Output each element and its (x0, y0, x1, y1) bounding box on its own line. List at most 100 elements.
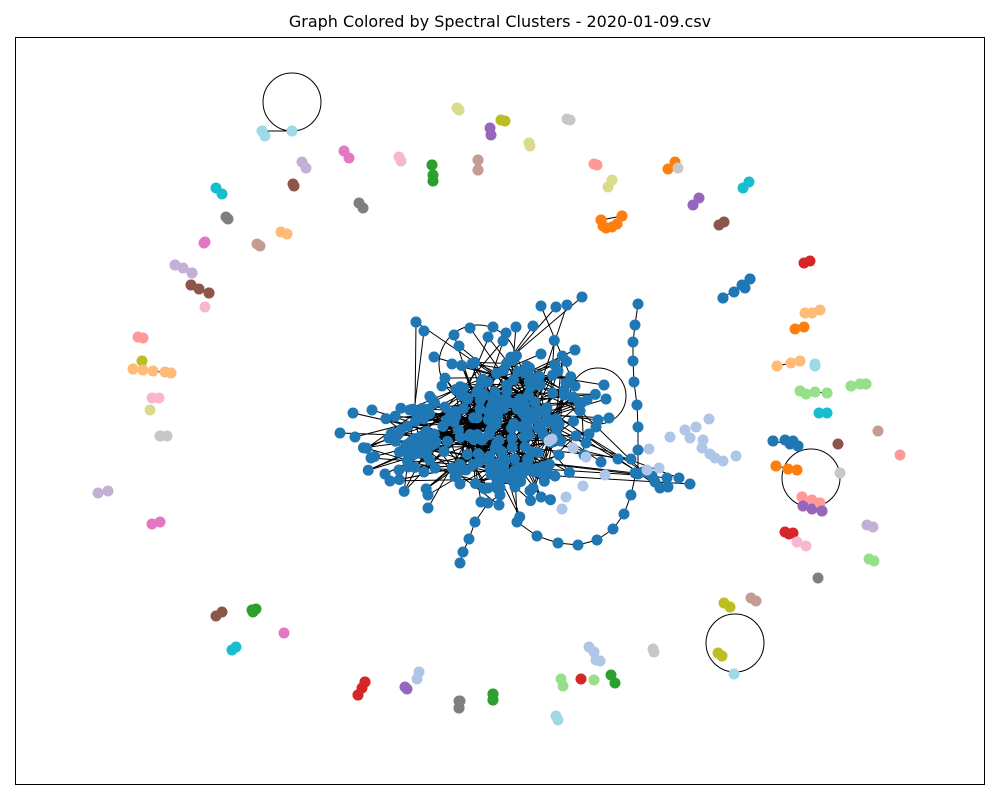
graph-node (531, 530, 543, 542)
graph-node (169, 259, 181, 271)
graph-node (230, 641, 242, 653)
graph-node (468, 412, 480, 424)
graph-node (696, 442, 708, 454)
graph-node (557, 680, 569, 692)
graph-node (428, 351, 440, 363)
graph-node (516, 468, 528, 480)
graph-node (628, 376, 640, 388)
graph-node (460, 464, 472, 476)
graph-node (523, 429, 535, 441)
graph-node (556, 503, 568, 515)
graph-node (491, 482, 503, 494)
graph-node (804, 255, 816, 267)
graph-node (556, 350, 568, 362)
graph-node (800, 540, 812, 552)
graph-node (475, 496, 487, 508)
graph-node (845, 380, 857, 392)
graph-node (525, 495, 537, 507)
graph-node (384, 475, 396, 487)
graph-node (450, 411, 462, 423)
graph-node (390, 435, 402, 447)
graph-node (544, 494, 556, 506)
graph-node (485, 129, 497, 141)
graph-node (583, 428, 595, 440)
graph-node (410, 316, 422, 328)
graph-node (561, 299, 573, 311)
graph-node (589, 388, 601, 400)
graph-node (469, 516, 481, 528)
graph-node (147, 365, 159, 377)
graph-node (510, 350, 522, 362)
graph-node (627, 355, 639, 367)
graph-node (794, 355, 806, 367)
graph-node (782, 463, 794, 475)
graph-node (493, 499, 505, 511)
graph-node (872, 425, 884, 437)
graph-node (453, 702, 465, 714)
graph-node (487, 394, 499, 406)
graph-node (426, 159, 438, 171)
graph-node (693, 192, 705, 204)
graph-node (476, 434, 488, 446)
graph-node (627, 336, 639, 348)
graph-node (281, 228, 293, 240)
graph-node (495, 394, 507, 406)
graph-node (446, 358, 458, 370)
graph-node (482, 482, 494, 494)
graph-node (216, 188, 228, 200)
graph-node (724, 601, 736, 613)
graph-node (770, 460, 782, 472)
graph-node (441, 414, 453, 426)
graph-node (717, 292, 729, 304)
graph-node (484, 462, 496, 474)
graph-node (422, 502, 434, 514)
graph-node (508, 418, 520, 430)
graph-node (809, 386, 821, 398)
graph-node (487, 694, 499, 706)
graph-node (575, 673, 587, 685)
graph-node (783, 528, 795, 540)
graph-node (771, 360, 783, 372)
graph-node (743, 176, 755, 188)
graph-node (860, 378, 872, 390)
graph-node (512, 365, 524, 377)
graph-node (591, 159, 603, 171)
graph-node (427, 394, 439, 406)
graph-node (641, 464, 653, 476)
graph-node (362, 464, 374, 476)
graph-node (548, 334, 560, 346)
graph-node (595, 214, 607, 226)
graph-node (567, 415, 579, 427)
graph-node (791, 536, 803, 548)
graph-node (569, 380, 581, 392)
graph-node (684, 432, 696, 444)
self-loop-edge (262, 72, 322, 132)
graph-node (469, 478, 481, 490)
graph-node (429, 462, 441, 474)
graph-node (785, 357, 797, 369)
graph-node (357, 202, 369, 214)
graph-node (418, 466, 430, 478)
graph-node (510, 321, 522, 333)
graph-node (526, 446, 538, 458)
graph-node (789, 323, 801, 335)
graph-node (136, 355, 148, 367)
graph-node (567, 442, 579, 454)
graph-node (594, 655, 606, 667)
graph-node (580, 451, 592, 463)
graph-node (552, 365, 564, 377)
graph-node (417, 410, 429, 422)
graph-node (144, 404, 156, 416)
graph-node (602, 181, 614, 193)
graph-node (472, 164, 484, 176)
graph-node (750, 595, 762, 607)
graph-node (894, 449, 906, 461)
graph-node (514, 511, 526, 523)
graph-edge (370, 457, 461, 466)
graph-node (154, 516, 166, 528)
chart-title: Graph Colored by Spectral Clusters - 202… (288, 12, 712, 31)
graph-node (127, 363, 139, 375)
graph-node (549, 470, 561, 482)
graph-node (395, 402, 407, 414)
